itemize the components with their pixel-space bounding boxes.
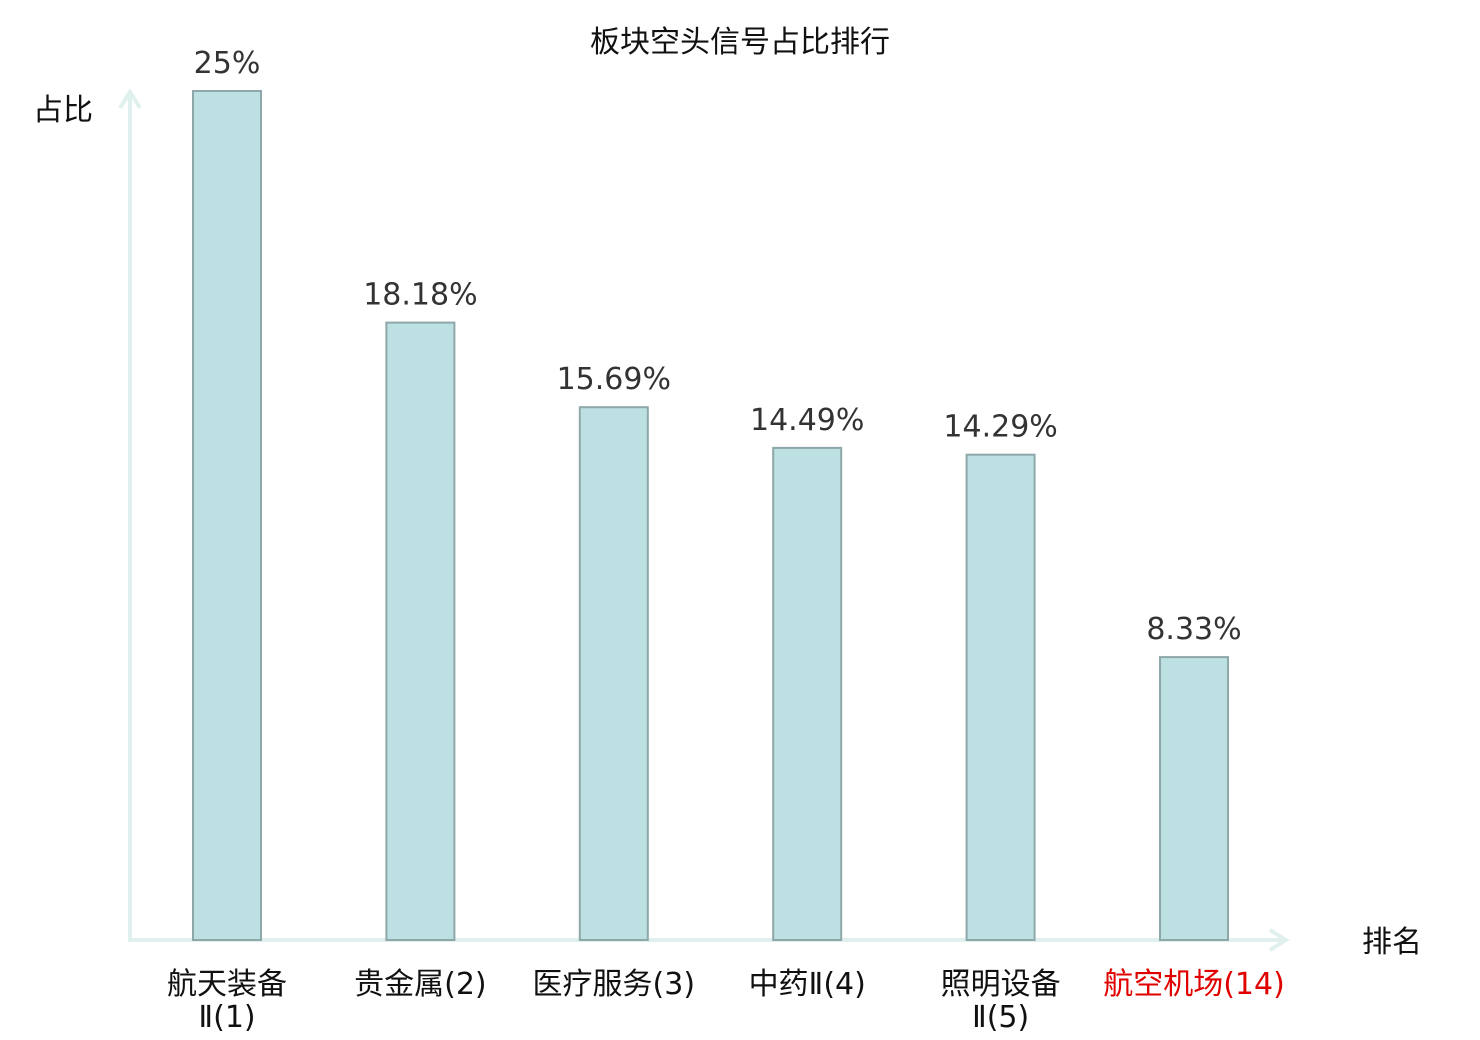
category-label-1-line-1: 航天装备	[167, 967, 287, 1002]
category-label-6: 航空机场(14)	[1103, 967, 1285, 1002]
value-label-1: 25%	[194, 46, 261, 81]
bar-5	[965, 453, 1036, 941]
bars	[192, 90, 1229, 942]
category-label-5-line-1: 照明设备	[941, 967, 1061, 1002]
x-axis-arrow	[1268, 928, 1290, 952]
bar-6	[1159, 656, 1229, 941]
y-axis-arrow	[118, 88, 142, 110]
x-axis: 排名	[128, 925, 1422, 960]
category-label-4: 中药Ⅱ(4)	[749, 967, 866, 1002]
x-axis-label: 排名	[1362, 925, 1422, 960]
chart-title: 板块空头信号占比排行	[590, 25, 890, 60]
category-label-1-line-2: Ⅱ(1)	[198, 1000, 255, 1035]
value-label-3: 15.69%	[557, 362, 671, 397]
y-axis: 占比	[33, 88, 142, 942]
value-label-5: 14.29%	[943, 410, 1057, 445]
category-label-3: 医疗服务(3)	[533, 967, 696, 1002]
value-labels: 25% 18.18% 15.69% 14.49% 14.29% 8.33%	[194, 46, 1242, 647]
value-label-6: 8.33%	[1146, 612, 1241, 647]
bar-3	[578, 406, 649, 941]
bar-1	[192, 90, 262, 941]
bar-4	[772, 446, 843, 941]
value-label-2: 18.18%	[363, 278, 477, 313]
y-axis-label: 占比	[33, 93, 93, 128]
bar-2	[385, 321, 456, 942]
category-label-5-line-2: Ⅱ(5)	[972, 1000, 1029, 1035]
category-label-2: 贵金属(2)	[354, 967, 487, 1002]
value-label-4: 14.49%	[750, 403, 864, 438]
